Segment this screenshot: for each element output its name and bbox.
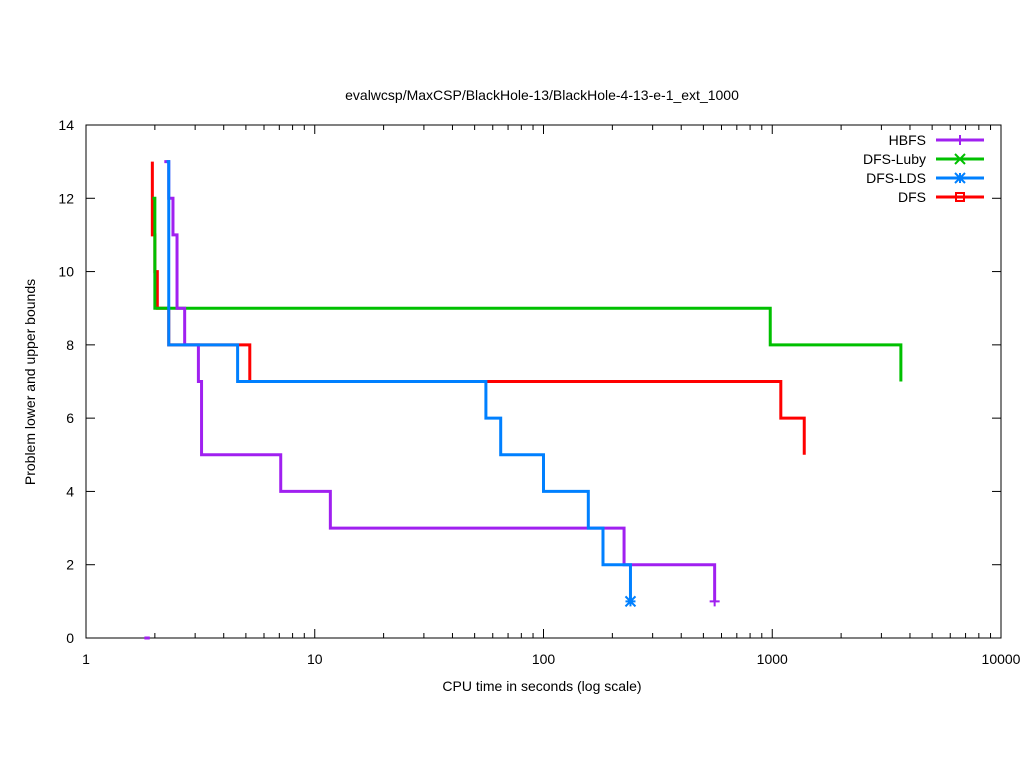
series-point: [709, 596, 720, 607]
x-axis: 1 10 100 1000 10000: [82, 125, 1021, 667]
x-tick-label: 10: [307, 651, 323, 667]
y-tick-label: 8: [66, 337, 74, 353]
legend-marker: [954, 172, 966, 184]
y-tick-label: 14: [58, 117, 74, 133]
legend-label: DFS-LDS: [866, 170, 926, 186]
y-tick-label: 12: [58, 190, 74, 206]
series-hbfs: [144, 160, 720, 640]
x-tick-label: 1000: [757, 651, 788, 667]
legend: HBFS DFS-Luby DFS-LDS DFS: [863, 132, 984, 205]
series-dfs-luby: [152, 196, 903, 382]
series-line: [166, 160, 632, 602]
legend-label: DFS: [898, 189, 926, 205]
y-axis: 0 2 4 6 8 10 12 14: [58, 117, 1001, 646]
series-dfs-lds: [166, 160, 637, 608]
chart-title: evalwcsp/MaxCSP/BlackHole-13/BlackHole-4…: [345, 87, 739, 103]
x-tick-label: 1: [82, 651, 90, 667]
y-tick-label: 6: [66, 410, 74, 426]
series-layer: [144, 160, 903, 640]
legend-marker: [955, 135, 965, 145]
y-axis-label: Problem lower and upper bounds: [22, 279, 38, 485]
legend-marker: [955, 192, 965, 202]
y-tick-label: 10: [58, 264, 74, 280]
series-line: [164, 160, 717, 602]
series-line: [152, 196, 903, 382]
series-point: [624, 595, 637, 608]
y-tick-label: 2: [66, 557, 74, 573]
y-tick-label: 0: [66, 630, 74, 646]
x-axis-label: CPU time in seconds (log scale): [442, 678, 641, 694]
legend-label: HBFS: [889, 132, 926, 148]
x-tick-label: 10000: [982, 651, 1021, 667]
legend-marker: [954, 153, 966, 165]
legend-label: DFS-Luby: [863, 151, 926, 167]
x-tick-label: 100: [532, 651, 556, 667]
y-tick-label: 4: [66, 483, 74, 499]
